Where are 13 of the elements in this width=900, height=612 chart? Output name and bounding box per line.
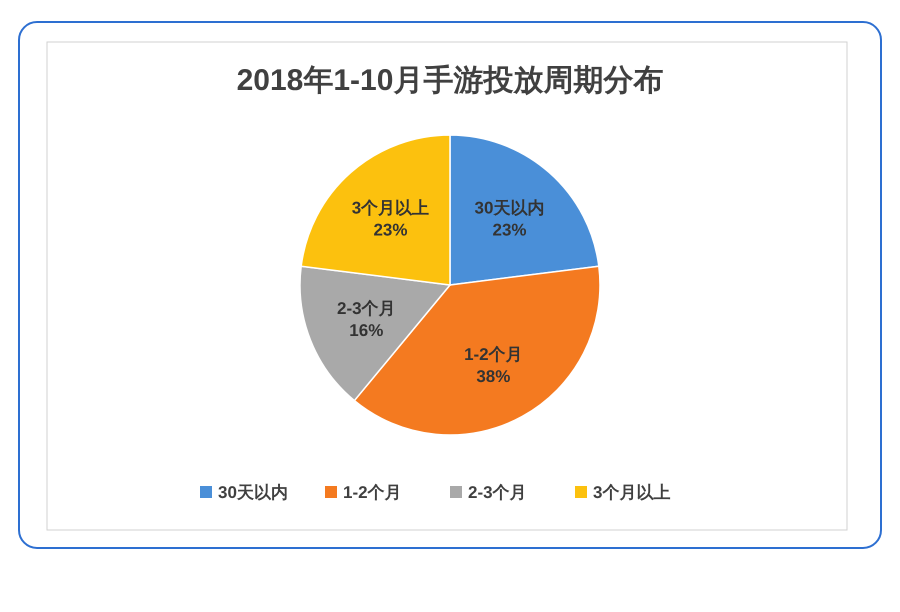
slice-label: 2-3个月 xyxy=(337,299,396,318)
slice-label: 30天以内 xyxy=(474,198,544,218)
legend-label: 3个月以上 xyxy=(593,483,670,502)
data-label: 38% xyxy=(476,366,510,386)
chart-title: 2018年1-10月手游投放周期分布 xyxy=(236,64,664,97)
legend-label: 30天以内 xyxy=(218,483,288,502)
slice-label: 3个月以上 xyxy=(352,198,430,218)
slice-label: 1-2个月 xyxy=(464,344,523,364)
legend-label: 1-2个月 xyxy=(343,483,402,502)
data-label: 16% xyxy=(349,321,384,340)
data-label: 23% xyxy=(373,220,408,240)
legend-label: 2-3个月 xyxy=(468,483,527,502)
data-label: 23% xyxy=(492,220,527,240)
